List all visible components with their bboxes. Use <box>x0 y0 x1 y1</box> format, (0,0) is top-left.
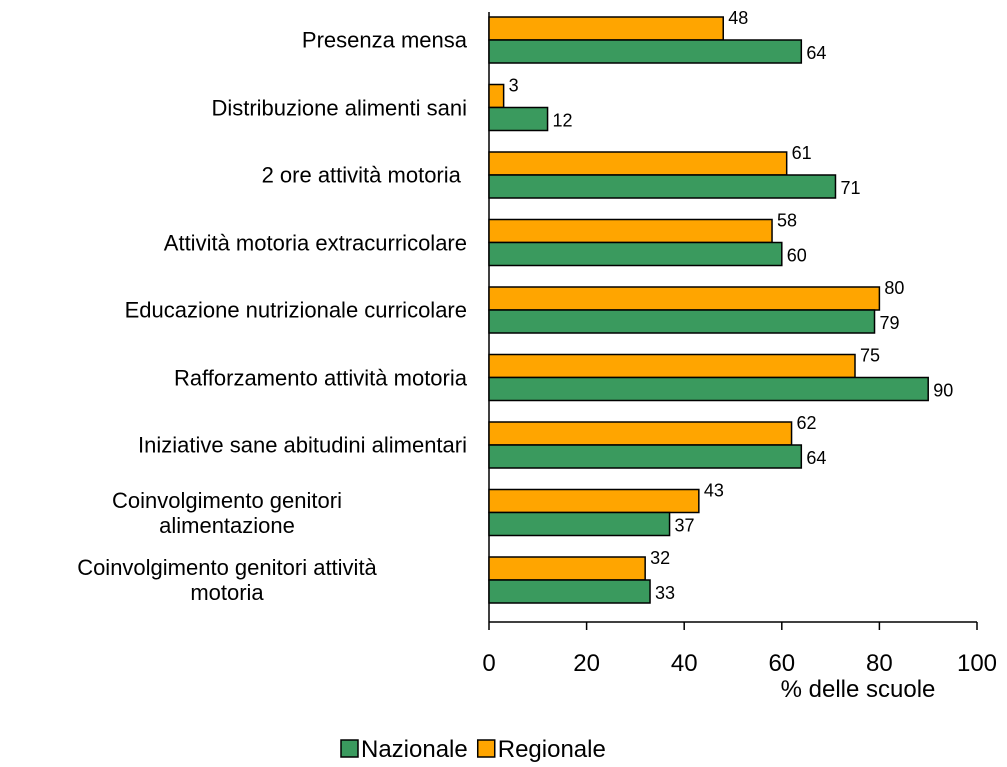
value-label: 64 <box>806 43 826 63</box>
bar <box>488 511 671 537</box>
bar <box>488 421 793 446</box>
category-label: Attività motoria extracurricolare <box>163 230 467 255</box>
value-label: 43 <box>704 481 724 501</box>
category-label: Coinvolgimento genitori attività motoria <box>77 555 377 605</box>
bar <box>488 286 881 311</box>
bar <box>488 488 700 514</box>
category-label: 2 ore attività motoria <box>261 162 467 188</box>
x-tick-label: 0 <box>482 650 495 677</box>
bar <box>488 353 856 379</box>
value-label: 32 <box>650 548 670 568</box>
bar <box>488 444 803 469</box>
x-tick-label: 40 <box>671 650 698 677</box>
bar <box>488 39 803 64</box>
bar <box>488 218 773 244</box>
value-label: 75 <box>860 346 880 366</box>
category-label: Iniziative sane abitudini alimentari <box>138 432 467 458</box>
x-tick-label: 100 <box>957 650 997 677</box>
value-label: 80 <box>884 278 904 298</box>
category-label: Educazione nutrizionale curricolare <box>124 297 467 323</box>
value-label: 37 <box>675 516 695 536</box>
bar <box>488 174 837 199</box>
legend-swatch <box>476 739 496 758</box>
value-label: 58 <box>777 211 797 231</box>
bar <box>488 151 788 176</box>
bar <box>488 579 651 604</box>
value-label: 33 <box>655 583 675 603</box>
bar <box>488 16 724 41</box>
value-label: 64 <box>806 448 826 468</box>
bar <box>488 241 783 267</box>
value-label: 3 <box>509 76 519 96</box>
value-label: 71 <box>840 178 860 198</box>
value-label: 90 <box>933 381 953 401</box>
value-label: 48 <box>728 8 748 28</box>
bar <box>488 106 549 132</box>
value-label: 61 <box>792 143 812 163</box>
x-tick-label: 60 <box>768 650 795 677</box>
x-tick-label: 80 <box>866 650 893 677</box>
category-label: Coinvolgimento genitori alimentazione <box>112 487 342 538</box>
value-label: 12 <box>553 111 573 131</box>
legend-label: Regionale <box>498 736 606 763</box>
x-axis-title: % delle scuole <box>781 676 936 703</box>
bar <box>488 376 929 402</box>
legend-label: Nazionale <box>361 736 468 763</box>
category-label: Rafforzamento attività motoria <box>173 365 467 390</box>
value-label: 60 <box>787 246 807 266</box>
category-label: Distribuzione alimenti sani <box>211 95 467 120</box>
x-tick-label: 20 <box>573 650 600 677</box>
legend-swatch <box>340 739 359 758</box>
value-label: 79 <box>880 313 900 333</box>
value-label: 62 <box>797 413 817 433</box>
bar <box>488 309 876 334</box>
bar <box>488 83 505 109</box>
category-label: Presenza mensa <box>301 27 467 53</box>
bar <box>488 556 646 581</box>
